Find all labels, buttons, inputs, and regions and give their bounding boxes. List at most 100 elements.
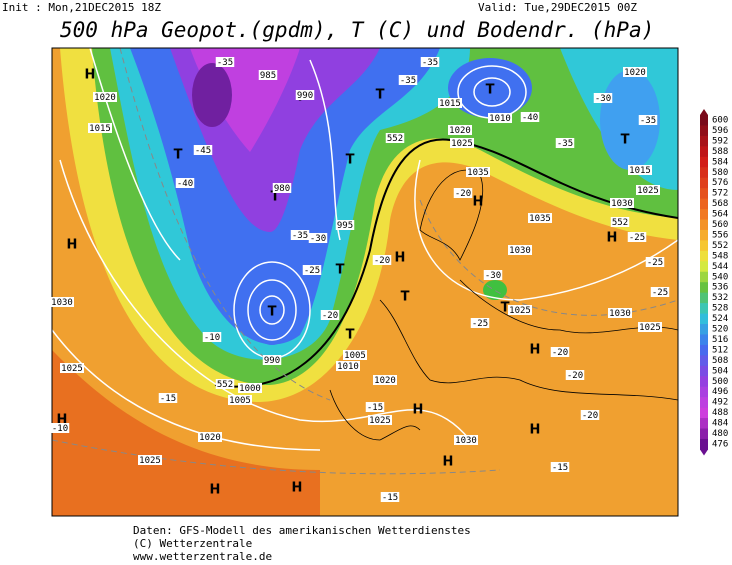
label-box — [215, 57, 235, 67]
label-box — [302, 265, 322, 275]
temperature-label: -15 — [382, 493, 398, 503]
label-box — [610, 217, 630, 227]
colorbar-swatch — [700, 324, 708, 335]
isobar-label: 1025 — [369, 416, 391, 426]
colorbar-swatch — [700, 282, 708, 294]
label-box — [368, 415, 392, 425]
label-box — [336, 361, 360, 371]
temperature-label: -15 — [367, 403, 383, 413]
colorbar-label: 520 — [712, 325, 728, 335]
isobar-label: 980 — [274, 184, 290, 194]
pressure-center: H — [85, 68, 96, 83]
label-box — [550, 347, 570, 357]
pressure-center: T — [486, 83, 495, 98]
label-box — [520, 112, 540, 122]
colorbar-arrow — [700, 449, 708, 456]
pressure-center: T — [271, 190, 280, 205]
label-box — [308, 233, 328, 243]
temperature-label: -25 — [652, 288, 668, 298]
label-box — [450, 138, 474, 148]
isobar-label: 1025 — [61, 364, 83, 374]
temperature-label: -35 — [400, 76, 416, 86]
colorbar-label: 504 — [712, 366, 728, 376]
colorbar-label: 516 — [712, 335, 728, 345]
isobar-label: 990 — [264, 356, 280, 366]
label-box — [623, 67, 647, 77]
temperature-label: -10 — [52, 424, 68, 434]
temperature-label: -25 — [647, 258, 663, 268]
label-box — [202, 332, 222, 342]
temperature-label: -30 — [310, 234, 326, 244]
height-label: 552 — [217, 380, 233, 390]
colorbar-label: 532 — [712, 293, 728, 303]
isobar-label: 1030 — [455, 436, 477, 446]
isobar-label: 1030 — [611, 199, 633, 209]
label-box — [638, 115, 658, 125]
map-title: 500 hPa Geopot.(gpdm), T (C) und Bodendr… — [60, 18, 655, 42]
temperature-label: -20 — [582, 411, 598, 421]
colorbar-label: 476 — [712, 439, 728, 449]
temperature-label: -40 — [177, 179, 193, 189]
isobar-label: 1000 — [239, 384, 261, 394]
label-box — [508, 305, 532, 315]
colorbar-swatch — [700, 229, 708, 241]
label-box — [258, 70, 278, 80]
colorbar-swatch — [700, 292, 708, 304]
label-box — [60, 363, 84, 373]
label-box — [638, 322, 662, 332]
colorbar-swatch — [700, 167, 708, 179]
colorbar-swatch — [700, 303, 708, 315]
isobar-label: 985 — [260, 71, 276, 81]
colorbar-label: 572 — [712, 189, 728, 199]
label-box — [138, 455, 162, 465]
colorbar-swatch — [700, 397, 708, 409]
colorbar-label: 512 — [712, 345, 728, 355]
label-box — [565, 370, 585, 380]
label-box — [215, 379, 235, 389]
temperature-label: -40 — [522, 113, 538, 123]
colorbar-label: 492 — [712, 398, 728, 408]
colorbar-label: 596 — [712, 126, 728, 136]
colorbar-swatch — [700, 418, 708, 429]
temperature-label: -25 — [472, 319, 488, 329]
colorbar-swatch — [700, 188, 708, 200]
isobar-label: 1010 — [337, 362, 359, 372]
colorbar-swatch — [700, 156, 708, 168]
isobar-label: 995 — [337, 221, 353, 231]
height-label: 552 — [387, 134, 403, 144]
temperature-label: -25 — [304, 266, 320, 276]
colorbar-swatch — [700, 376, 708, 388]
temperature-label: -35 — [422, 58, 438, 68]
colorbar-label: 484 — [712, 419, 728, 429]
label-box — [420, 57, 440, 67]
isobar-label: 1025 — [139, 456, 161, 466]
colorbar-swatch — [700, 146, 708, 158]
pressure-center: T — [376, 88, 385, 103]
pressure-center: T — [401, 290, 410, 305]
isobar-label: 1020 — [624, 68, 646, 78]
isobar-label: 1025 — [639, 323, 661, 333]
label-box — [193, 145, 213, 155]
isobar-label: 1030 — [51, 298, 73, 308]
label-box — [483, 270, 503, 280]
pressure-center: H — [530, 343, 541, 358]
temperature-label: -20 — [455, 189, 471, 199]
colorbar-swatch — [700, 209, 708, 220]
temperature-label: -35 — [640, 116, 656, 126]
colorbar-label: 564 — [712, 210, 728, 220]
isobar-label: 1025 — [509, 306, 531, 316]
isobar-label: 1030 — [509, 246, 531, 256]
label-box — [262, 355, 282, 365]
label-box — [488, 113, 512, 123]
label-box — [295, 90, 315, 100]
label-box — [373, 375, 397, 385]
label-box — [650, 287, 670, 297]
label-box — [93, 92, 117, 102]
label-box — [550, 462, 570, 472]
isobar-label: 1020 — [374, 376, 396, 386]
temperature-label: -20 — [322, 311, 338, 321]
label-box — [636, 185, 660, 195]
colorbar-swatch — [700, 386, 708, 398]
label-box — [470, 318, 490, 328]
